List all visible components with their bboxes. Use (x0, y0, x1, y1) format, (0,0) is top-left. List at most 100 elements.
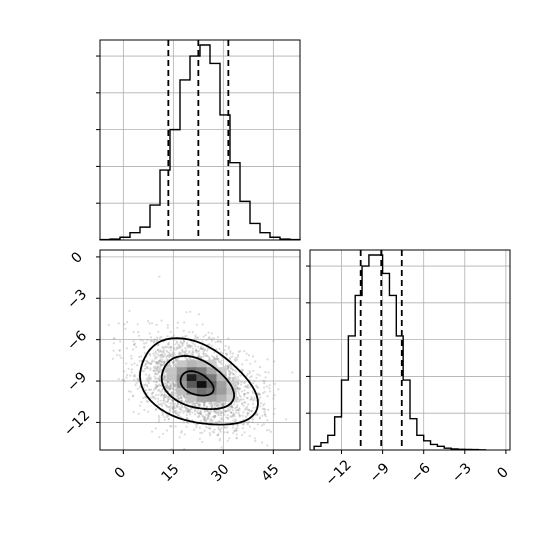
scatter-point (164, 353, 167, 356)
scatter-point (172, 391, 175, 394)
scatter-point (160, 353, 163, 357)
scatter-point (154, 356, 157, 359)
scatter-point (157, 371, 160, 374)
scatter-point (166, 335, 169, 338)
scatter-point (157, 371, 160, 374)
scatter-point (166, 383, 169, 386)
scatter-point (154, 351, 157, 354)
scatter-point (198, 412, 201, 415)
scatter-point (98, 358, 100, 360)
scatter-point (138, 355, 141, 359)
scatter-point (224, 402, 227, 405)
scatter-point (220, 412, 223, 415)
scatter-point (143, 352, 146, 355)
scatter-point (158, 336, 161, 339)
scatter-point (213, 416, 216, 419)
scatter-point (253, 398, 256, 401)
scatter-point (238, 388, 241, 391)
scatter-point (156, 365, 160, 368)
density-cell (206, 360, 217, 368)
scatter-point (156, 372, 159, 375)
scatter-point (236, 387, 239, 390)
scatter-point (272, 397, 275, 400)
scatter-point (203, 418, 206, 421)
scatter-point (245, 386, 248, 389)
scatter-point (248, 425, 251, 428)
scatter-point (239, 374, 242, 377)
scatter-point (184, 356, 187, 359)
scatter-point (179, 407, 182, 410)
scatter-point (238, 392, 241, 395)
scatter-point (231, 355, 234, 358)
scatter-point (227, 365, 230, 368)
scatter-point (163, 393, 166, 396)
scatter-point (206, 413, 210, 417)
scatter-point (165, 358, 168, 361)
scatter-point (197, 412, 200, 415)
scatter-point (235, 378, 238, 381)
scatter-point (177, 344, 180, 347)
scatter-point (191, 353, 194, 356)
scatter-point (151, 360, 154, 363)
scatter-point (161, 346, 164, 349)
scatter-point (181, 348, 184, 351)
scatter-point (243, 401, 246, 404)
scatter-point (249, 371, 252, 374)
scatter-point (209, 427, 212, 430)
scatter-point (118, 349, 121, 352)
scatter-point (239, 398, 242, 401)
scatter-point (185, 406, 188, 409)
scatter-point (144, 373, 148, 376)
scatter-point (153, 380, 156, 383)
scatter-point (184, 405, 187, 408)
scatter-point (189, 346, 192, 349)
scatter-point (228, 363, 231, 366)
scatter-point (207, 410, 210, 413)
scatter-point (167, 341, 170, 344)
scatter-point (236, 386, 239, 390)
histogram-step-line (313, 254, 487, 451)
scatter-point (157, 414, 160, 418)
scatter-point (189, 310, 192, 313)
scatter-point (233, 415, 236, 418)
scatter-point (143, 346, 146, 349)
scatter-point (171, 406, 174, 409)
scatter-point (137, 380, 140, 383)
scatter-point (156, 339, 159, 342)
scatter-point (171, 400, 175, 403)
scatter-point (174, 343, 177, 346)
scatter-point (199, 347, 202, 350)
scatter-point (192, 351, 195, 354)
scatter-point (165, 385, 168, 388)
scatter-point (277, 388, 280, 391)
scatter-point (148, 388, 151, 391)
scatter-point (147, 362, 150, 365)
scatter-point (238, 415, 241, 418)
scatter-point (186, 346, 189, 349)
scatter-point (199, 410, 202, 413)
scatter-point (198, 426, 201, 429)
scatter-point (169, 387, 172, 390)
scatter-point (151, 322, 154, 325)
scatter-point (166, 384, 169, 387)
scatter-point (167, 387, 170, 390)
scatter-point (161, 353, 164, 356)
scatter-point (211, 419, 214, 422)
scatter-point (174, 385, 177, 388)
scatter-point (204, 416, 207, 419)
scatter-point (222, 403, 226, 406)
scatter-point (155, 361, 158, 364)
scatter-point (169, 385, 172, 388)
scatter-point (223, 431, 226, 434)
scatter-point (155, 373, 158, 376)
scatter-point (133, 378, 136, 381)
scatter-point (166, 396, 169, 399)
scatter-point (246, 408, 249, 411)
panel-frame (99, 249, 301, 451)
scatter-point (187, 410, 190, 413)
scatter-point (244, 393, 247, 396)
scatter-point (211, 403, 214, 406)
scatter-point (180, 399, 184, 402)
scatter-point (153, 369, 156, 372)
scatter-point (227, 370, 231, 373)
